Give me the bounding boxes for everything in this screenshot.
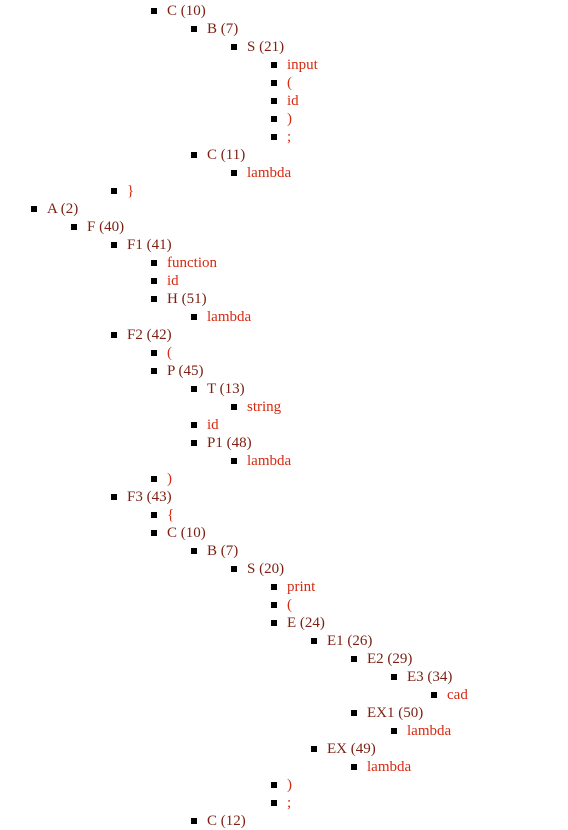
bullet-icon (111, 494, 117, 500)
node-label: ; (287, 129, 292, 145)
node-label: E2 (29) (367, 651, 413, 667)
bullet-icon (231, 170, 237, 176)
node-label: F3 (43) (127, 489, 172, 505)
node-label: id (167, 273, 179, 289)
node-label: B (7) (207, 543, 239, 559)
bullet-icon (231, 458, 237, 464)
bullet-icon (191, 440, 197, 446)
bullet-icon (151, 278, 157, 284)
node-label: E (24) (287, 615, 325, 631)
node-label: ( (167, 345, 172, 361)
bullet-icon (391, 674, 397, 680)
bullet-icon (271, 80, 277, 86)
bullet-icon (151, 350, 157, 356)
node-label: T (13) (207, 381, 245, 397)
bullet-icon (191, 26, 197, 32)
bullet-icon (151, 530, 157, 536)
node-label: ( (287, 75, 292, 91)
bullet-icon (271, 584, 277, 590)
bullet-icon (391, 728, 397, 734)
node-label: string (247, 399, 282, 415)
node-label: lambda (247, 165, 292, 181)
node-label: C (10) (167, 525, 206, 541)
bullet-icon (231, 44, 237, 50)
bullet-icon (311, 638, 317, 644)
bullet-icon (431, 692, 437, 698)
bullet-icon (151, 512, 157, 518)
node-label: function (167, 255, 217, 271)
node-label: F1 (41) (127, 237, 172, 253)
node-label: F2 (42) (127, 327, 172, 343)
bullet-icon (311, 746, 317, 752)
bullet-icon (71, 224, 77, 230)
node-label: H (51) (167, 291, 207, 307)
node-label: ( (287, 597, 292, 613)
node-label: E3 (34) (407, 669, 453, 685)
node-label: ) (287, 111, 292, 127)
bullet-icon (111, 188, 117, 194)
bullet-icon (271, 134, 277, 140)
node-label: { (167, 507, 175, 523)
node-label: C (12) (207, 813, 246, 829)
node-label: EX (49) (327, 741, 376, 757)
bullet-icon (191, 548, 197, 554)
bullet-icon (151, 476, 157, 482)
bullet-icon (191, 152, 197, 158)
bullet-icon (191, 422, 197, 428)
node-label: lambda (207, 309, 252, 325)
node-label: ; (287, 795, 292, 811)
bullet-icon (191, 314, 197, 320)
node-label: ) (287, 777, 292, 793)
node-label: } (127, 183, 135, 199)
node-label: input (287, 57, 318, 73)
node-label: C (11) (207, 147, 246, 163)
bullet-icon (351, 710, 357, 716)
node-label: lambda (247, 453, 292, 469)
node-label: S (20) (247, 561, 285, 577)
node-label: P (45) (167, 363, 204, 379)
bullet-icon (271, 98, 277, 104)
node-label: B (7) (207, 21, 239, 37)
node-label: A (2) (47, 201, 79, 217)
bullet-icon (271, 602, 277, 608)
node-label: print (287, 579, 316, 595)
node-label: EX1 (50) (367, 705, 424, 721)
bullet-icon (111, 332, 117, 338)
node-label: P1 (48) (207, 435, 252, 451)
bullet-icon (191, 818, 197, 824)
bullet-icon (151, 296, 157, 302)
node-label: S (21) (247, 39, 285, 55)
node-label: lambda (407, 723, 452, 739)
bullet-icon (231, 404, 237, 410)
node-label: F (40) (87, 219, 125, 235)
node-label: id (287, 93, 299, 109)
node-label: cad (447, 687, 468, 703)
bullet-icon (271, 116, 277, 122)
node-label: E1 (26) (327, 633, 373, 649)
bullet-icon (351, 656, 357, 662)
node-label: lambda (367, 759, 412, 775)
bullet-icon (271, 620, 277, 626)
node-label: ) (167, 471, 172, 487)
bullet-icon (191, 386, 197, 392)
bullet-icon (111, 242, 117, 248)
bullet-icon (231, 566, 237, 572)
bullet-icon (271, 782, 277, 788)
bullet-icon (151, 8, 157, 14)
bullet-icon (151, 260, 157, 266)
node-label: C (10) (167, 3, 206, 19)
bullet-icon (271, 800, 277, 806)
node-label: id (207, 417, 219, 433)
bullet-icon (31, 206, 37, 212)
bullet-icon (151, 368, 157, 374)
bullet-icon (271, 62, 277, 68)
bullet-icon (351, 764, 357, 770)
